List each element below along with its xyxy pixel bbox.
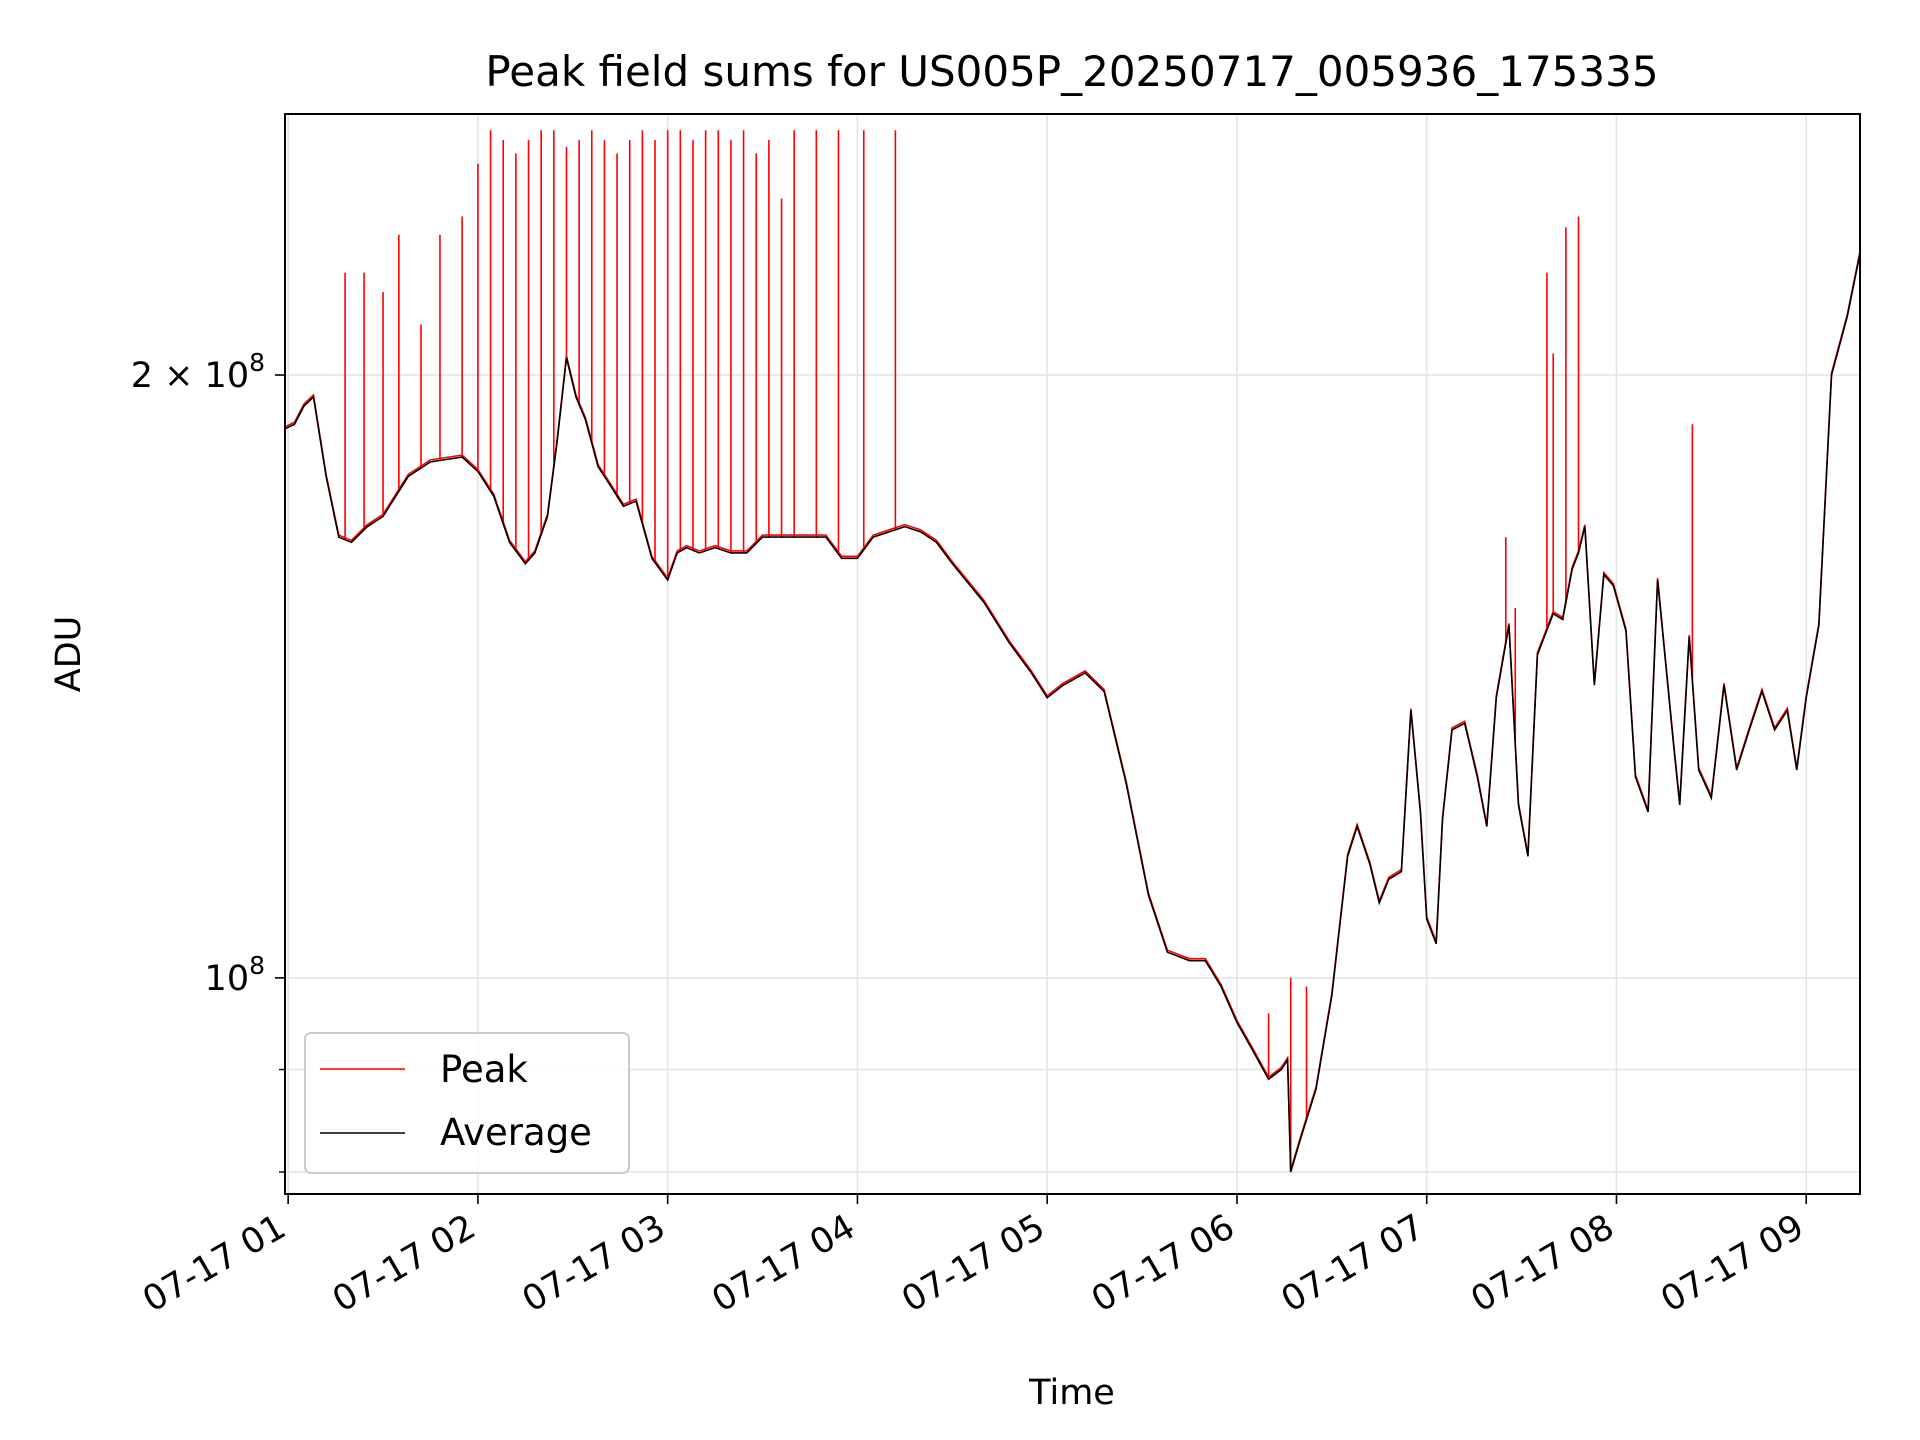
- series-average-line: [284, 253, 1861, 1173]
- plot-frame: [284, 113, 1861, 1195]
- y-tick-label: 2 × 108: [131, 348, 265, 396]
- y-axis: 108 2 × 108: [131, 348, 285, 1173]
- y-axis-label: ADU: [49, 616, 89, 693]
- legend-box: [304, 1032, 630, 1174]
- series-layer: [284, 130, 1861, 1173]
- x-axis-label: Time: [1028, 1373, 1115, 1413]
- series-peak: [284, 130, 1861, 1172]
- legend-label-average: Average: [440, 1111, 592, 1154]
- y-tick-label: 108: [205, 951, 265, 999]
- legend: Peak Average: [304, 1032, 630, 1174]
- legend-label-peak: Peak: [440, 1048, 528, 1091]
- chart-title: Peak field sums for US005P_20250717_0059…: [485, 47, 1658, 96]
- series-average: [284, 253, 1861, 1173]
